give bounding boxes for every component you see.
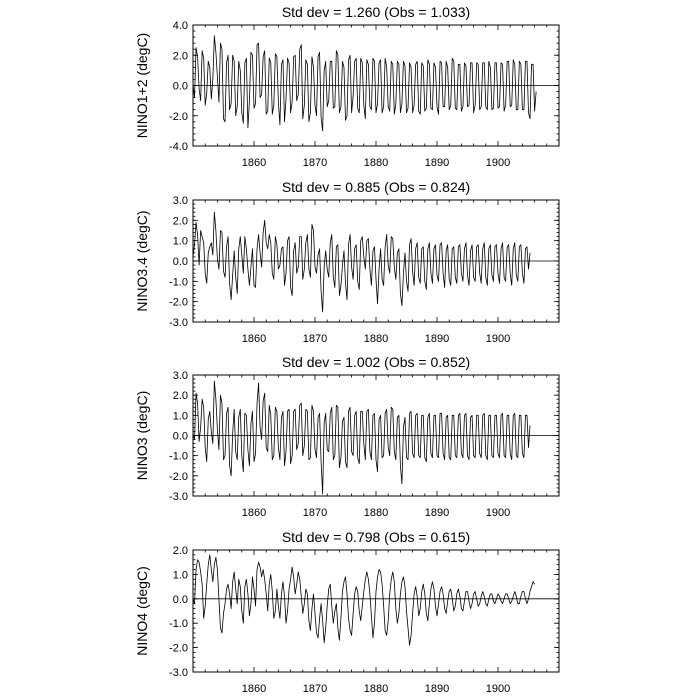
panel-1: Std dev = 1.260 (Obs = 1.033) NINO1+2 (de… bbox=[134, 4, 560, 169]
plot-frame bbox=[192, 374, 560, 497]
y-tick-label: -1.0 bbox=[169, 618, 188, 630]
y-tick-label: 3.0 bbox=[173, 370, 188, 382]
x-tick-label: 1890 bbox=[425, 683, 449, 695]
x-tick-label: 1860 bbox=[242, 507, 266, 519]
x-tick-label: 1870 bbox=[303, 157, 327, 169]
y-tick-label: -3.0 bbox=[169, 491, 188, 503]
x-tick-label: 1900 bbox=[486, 507, 510, 519]
y-tick-label: -2.0 bbox=[169, 297, 188, 309]
y-tick-label: 1.0 bbox=[173, 569, 188, 581]
y-tick-label: 3.0 bbox=[173, 195, 188, 207]
panel-2: Std dev = 0.885 (Obs = 0.824) NINO3.4 (de… bbox=[134, 179, 560, 345]
y-tick-label: 0.0 bbox=[173, 594, 188, 606]
y-tick-label: 2.0 bbox=[173, 50, 188, 62]
series-line-1 bbox=[192, 35, 537, 132]
x-tick-label: 1900 bbox=[486, 683, 510, 695]
series-line-1 bbox=[192, 211, 531, 313]
y-axis-label: NINO4 (degC) bbox=[134, 566, 150, 655]
y-tick-label: 2.0 bbox=[173, 545, 188, 557]
chart-title: Std dev = 0.885 (Obs = 0.824) bbox=[282, 179, 470, 195]
x-tick-label: 1880 bbox=[364, 683, 388, 695]
chart-title: Std dev = 1.002 (Obs = 0.852) bbox=[282, 354, 470, 370]
y-tick-label: -3.0 bbox=[169, 667, 188, 679]
x-tick-label: 1890 bbox=[425, 157, 449, 169]
x-tick-label: 1900 bbox=[486, 333, 510, 345]
chart-title: Std dev = 0.798 (Obs = 0.615) bbox=[282, 529, 470, 545]
y-tick-label: 0.0 bbox=[173, 256, 188, 268]
y-tick-label: -3.0 bbox=[169, 317, 188, 329]
x-tick-label: 1860 bbox=[242, 683, 266, 695]
y-tick-label: -2.0 bbox=[169, 643, 188, 655]
x-tick-label: 1880 bbox=[364, 333, 388, 345]
x-tick-label: 1880 bbox=[364, 157, 388, 169]
panel-3: Std dev = 1.002 (Obs = 0.852) NINO3 (degC… bbox=[134, 354, 560, 519]
x-tick-label: 1870 bbox=[303, 507, 327, 519]
y-tick-label: 2.0 bbox=[173, 215, 188, 227]
y-tick-label: 1.0 bbox=[173, 410, 188, 422]
series-line-1 bbox=[192, 380, 531, 495]
y-tick-label: -2.0 bbox=[169, 471, 188, 483]
x-tick-label: 1860 bbox=[242, 157, 266, 169]
x-tick-label: 1880 bbox=[364, 507, 388, 519]
series-line-1 bbox=[192, 554, 535, 646]
plot-frame bbox=[192, 549, 560, 673]
chart-title: Std dev = 1.260 (Obs = 1.033) bbox=[282, 4, 470, 20]
y-axis-label: NINO3.4 (degC) bbox=[134, 210, 150, 311]
plot-frame bbox=[192, 24, 560, 147]
y-tick-label: 0.0 bbox=[173, 431, 188, 443]
x-tick-label: 1890 bbox=[425, 333, 449, 345]
y-tick-label: 1.0 bbox=[173, 236, 188, 248]
y-tick-label: -4.0 bbox=[169, 141, 188, 153]
x-tick-label: 1870 bbox=[303, 333, 327, 345]
y-tick-label: 4.0 bbox=[173, 20, 188, 32]
panel-4: Std dev = 0.798 (Obs = 0.615) NINO4 (degC… bbox=[134, 529, 560, 695]
y-tick-label: -1.0 bbox=[169, 451, 188, 463]
plot-frame bbox=[192, 199, 560, 323]
x-tick-label: 1900 bbox=[486, 157, 510, 169]
y-tick-label: 2.0 bbox=[173, 390, 188, 402]
y-tick-label: -2.0 bbox=[169, 111, 188, 123]
x-tick-label: 1870 bbox=[303, 683, 327, 695]
y-axis-label: NINO1+2 (degC) bbox=[134, 33, 150, 138]
x-tick-label: 1860 bbox=[242, 333, 266, 345]
x-tick-label: 1890 bbox=[425, 507, 449, 519]
y-tick-label: -1.0 bbox=[169, 276, 188, 288]
y-tick-label: 0.0 bbox=[173, 81, 188, 93]
y-axis-label: NINO3 (degC) bbox=[134, 391, 150, 480]
